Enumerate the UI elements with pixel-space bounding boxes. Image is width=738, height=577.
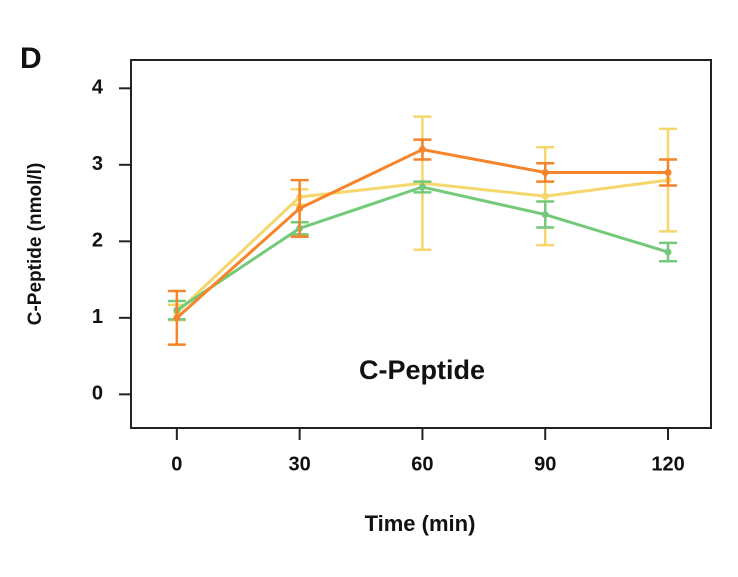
- point: [296, 204, 304, 212]
- point: [541, 192, 549, 200]
- point: [541, 168, 549, 176]
- point: [418, 146, 426, 154]
- y-tick-label: 0: [92, 383, 103, 405]
- y-tick-label: 4: [92, 77, 104, 99]
- y-tick-label: 1: [92, 306, 103, 328]
- x-tick-label: 0: [171, 453, 182, 475]
- annotation: C-Peptide: [359, 355, 485, 385]
- point: [173, 314, 181, 322]
- x-tick-label: 90: [534, 453, 556, 475]
- x-tick-label: 120: [651, 453, 684, 475]
- y-tick-label: 2: [92, 230, 103, 252]
- point: [664, 248, 672, 256]
- y-axis-label: C-Peptide (nmol/l): [25, 163, 46, 326]
- x-axis-label: Time (min): [365, 511, 476, 536]
- x-tick-label: 30: [289, 453, 311, 475]
- x-tick-label: 60: [411, 453, 433, 475]
- panel-label: D: [20, 42, 42, 75]
- plot-frame: [130, 59, 712, 429]
- point: [541, 211, 549, 219]
- point: [418, 183, 426, 191]
- point: [664, 168, 672, 176]
- y-tick-label: 3: [92, 153, 103, 175]
